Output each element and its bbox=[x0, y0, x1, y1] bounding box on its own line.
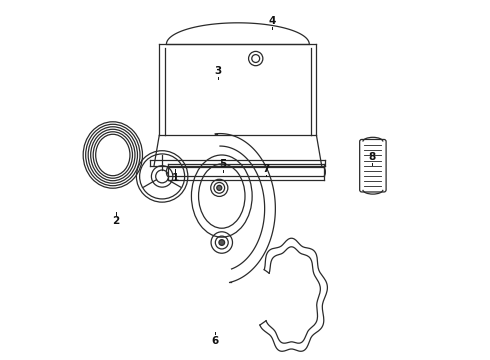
Text: 3: 3 bbox=[215, 66, 222, 76]
Text: 8: 8 bbox=[368, 152, 375, 162]
Text: 6: 6 bbox=[211, 336, 218, 346]
Circle shape bbox=[219, 240, 224, 246]
Text: 4: 4 bbox=[268, 16, 275, 26]
Circle shape bbox=[217, 185, 222, 190]
Text: 1: 1 bbox=[172, 173, 179, 183]
Text: 2: 2 bbox=[112, 216, 119, 226]
Text: 7: 7 bbox=[263, 163, 270, 174]
Text: 5: 5 bbox=[219, 159, 226, 169]
